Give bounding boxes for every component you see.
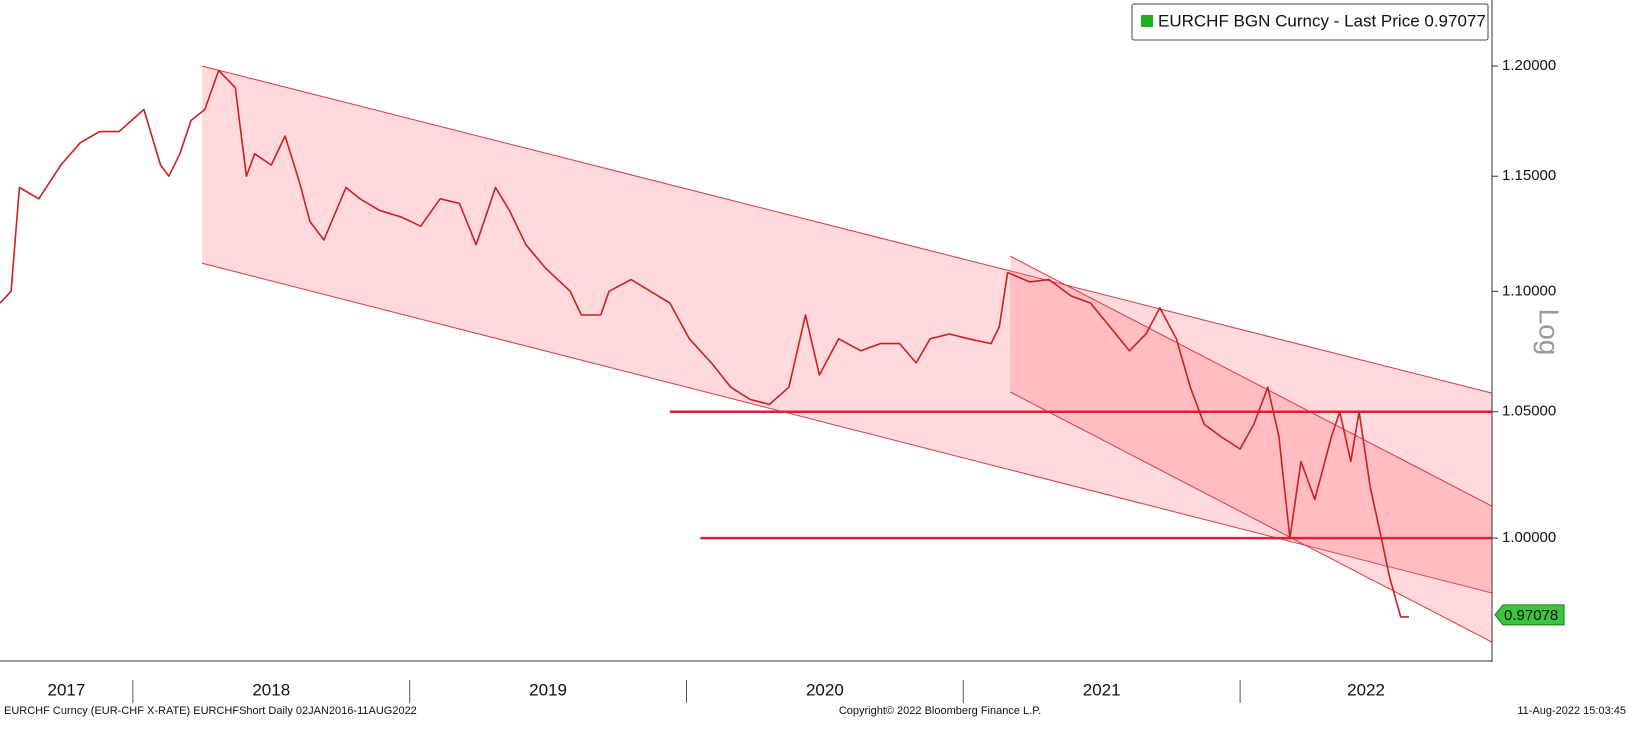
legend-marker — [1141, 15, 1153, 27]
legend-label: EURCHF BGN Curncy - Last Price 0.97077 — [1158, 11, 1486, 30]
channel-edge — [1010, 255, 1493, 507]
x-tick-label: 2020 — [806, 680, 844, 699]
x-tick-label: 2019 — [529, 680, 567, 699]
y-tick-label: 1.05000 — [1502, 403, 1556, 420]
plot — [0, 69, 1492, 618]
y-tick-label: 1.00000 — [1502, 529, 1556, 546]
y-tick-label: 1.10000 — [1502, 282, 1556, 299]
last-price-tag — [1494, 604, 1565, 626]
last-price-label: 0.97078 — [1504, 607, 1558, 624]
x-tick-label: 2021 — [1083, 680, 1121, 699]
channel — [202, 66, 1492, 594]
x-tick-label: 2017 — [48, 680, 86, 699]
footer-left: EURCHF Curncy (EUR-CHF X-RATE) EURCHFSho… — [4, 705, 417, 717]
y-tick-label: 1.20000 — [1502, 57, 1556, 74]
x-tick-label: 2022 — [1347, 680, 1385, 699]
price-line — [0, 69, 1409, 618]
y-axis-label: Log — [1534, 309, 1565, 356]
channel-edge — [201, 65, 1493, 394]
footer-center: Copyright© 2022 Bloomberg Finance L.P. — [839, 705, 1041, 717]
channel — [1010, 256, 1492, 643]
y-tick-label: 1.15000 — [1502, 167, 1556, 184]
x-tick-label: 2018 — [252, 680, 290, 699]
footer-right: 11-Aug-2022 15:03:45 — [1517, 705, 1626, 717]
channel-edge — [1010, 391, 1493, 643]
legend-box — [1131, 3, 1489, 41]
channels — [201, 65, 1493, 643]
